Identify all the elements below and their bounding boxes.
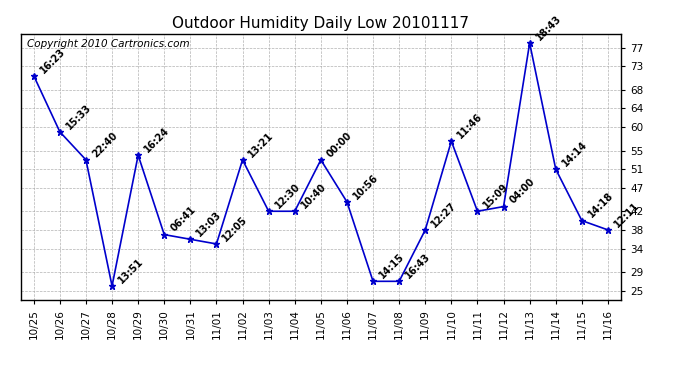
Text: 06:41: 06:41 [168,205,197,234]
Text: 12:11: 12:11 [612,200,641,229]
Text: 18:43: 18:43 [534,13,563,42]
Text: 14:14: 14:14 [560,140,589,168]
Text: 16:24: 16:24 [142,125,171,154]
Text: 10:40: 10:40 [299,182,328,210]
Text: 12:30: 12:30 [273,182,302,210]
Text: 15:09: 15:09 [482,182,511,210]
Text: Copyright 2010 Cartronics.com: Copyright 2010 Cartronics.com [27,39,189,49]
Text: 04:00: 04:00 [508,177,537,206]
Text: 15:33: 15:33 [64,102,93,131]
Text: 13:21: 13:21 [247,130,276,159]
Text: 16:23: 16:23 [38,46,67,75]
Text: 14:18: 14:18 [586,191,615,220]
Text: 12:27: 12:27 [429,200,458,229]
Title: Outdoor Humidity Daily Low 20101117: Outdoor Humidity Daily Low 20101117 [172,16,469,31]
Text: 11:46: 11:46 [455,111,484,140]
Text: 13:51: 13:51 [116,256,145,285]
Text: 14:15: 14:15 [377,252,406,280]
Text: 16:43: 16:43 [404,252,433,280]
Text: 22:40: 22:40 [90,130,119,159]
Text: 12:05: 12:05 [221,214,250,243]
Text: 13:03: 13:03 [195,210,224,238]
Text: 10:56: 10:56 [351,172,380,201]
Text: 00:00: 00:00 [325,130,354,159]
